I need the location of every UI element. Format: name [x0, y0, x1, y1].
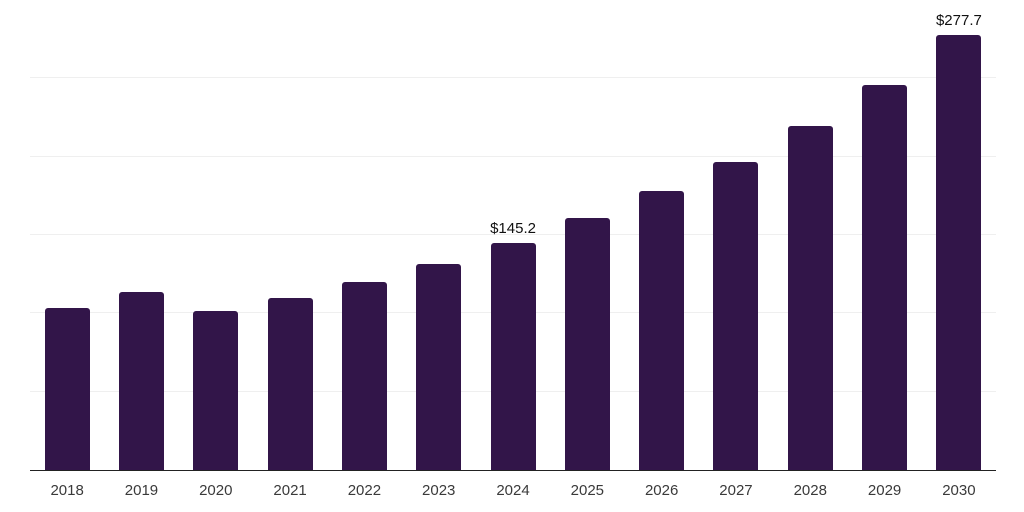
bar-slot-2019: [104, 0, 178, 470]
bar-2027: [713, 162, 759, 470]
bar-2018: [44, 308, 90, 470]
bar-slot-2020: [179, 0, 253, 470]
bars-row: $145.2 $277.7: [30, 0, 996, 470]
bar-slot-2029: [847, 0, 921, 470]
gridline-250: [30, 77, 996, 79]
x-tick-2022: 2022: [347, 482, 382, 499]
bar-slot-2022: [327, 0, 401, 470]
bar-slot-2026: [625, 0, 699, 470]
gridline-200: [30, 155, 996, 157]
x-tick-2024: 2024: [496, 482, 530, 499]
x-tick-2028: 2028: [793, 482, 827, 499]
x-tick-2025: 2025: [570, 482, 605, 499]
bar-2023: [416, 264, 462, 470]
bar-slot-2030: $277.7: [922, 0, 996, 470]
x-tick-2029: 2029: [867, 482, 902, 499]
x-tick-2030: 2030: [942, 482, 976, 499]
x-tick-2027: 2027: [719, 482, 753, 499]
bar-2026: [639, 191, 685, 470]
bar-2025: [564, 218, 610, 470]
x-tick-2018: 2018: [50, 482, 84, 499]
x-tick-2019: 2019: [124, 482, 159, 499]
bar-2022: [341, 281, 387, 470]
bar-slot-2025: [550, 0, 624, 470]
x-tick-2023: 2023: [422, 482, 456, 499]
bar-2020: [193, 311, 239, 470]
bar-slot-2018: [30, 0, 104, 470]
bar-2019: [118, 291, 164, 470]
x-tick-2026: 2026: [644, 482, 679, 499]
bar-2024: [490, 242, 536, 470]
x-tick-2020: 2020: [199, 482, 233, 499]
gridline-150: [30, 234, 996, 235]
bar-slot-2028: [773, 0, 847, 470]
bar-2028: [787, 125, 833, 470]
bar-2029: [862, 85, 908, 470]
data-label-2024: $145.2: [490, 219, 536, 237]
x-tick-2021: 2021: [273, 482, 307, 499]
bar-slot-2023: [402, 0, 476, 470]
bar-2030: [936, 34, 982, 470]
bar-slot-2024: $145.2: [476, 0, 550, 470]
data-label-2030: $277.7: [935, 11, 982, 29]
bar-2021: [267, 298, 313, 470]
bar-slot-2021: [253, 0, 327, 470]
x-axis-line: [30, 470, 996, 471]
x-axis-tick-labels: 2018 2019 2020 2021 2022 2023 2024 2025 2026 2027…: [30, 482, 996, 500]
bar-slot-2027: [699, 0, 773, 470]
plot-area: $145.2 $277.7: [30, 0, 996, 471]
